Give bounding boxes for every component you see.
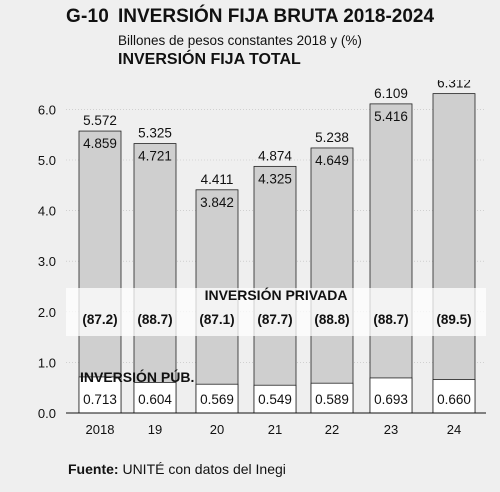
source-label: Fuente:: [68, 461, 119, 477]
chart-section-title: INVERSIÓN FIJA TOTAL: [118, 51, 301, 68]
bar-chart: INVERSIÓN PRIVADA 5.5724.859(87.2)0.7135…: [38, 80, 486, 437]
x-tick-label: 22: [325, 422, 339, 437]
x-tick-label: 19: [148, 422, 162, 437]
public-series-label: INVERSIÓN PÚB.: [80, 368, 194, 385]
x-tick-label: 2018: [86, 422, 115, 437]
total-value-label: 5.572: [83, 113, 117, 128]
axis-layer: 0.0 1.0 2.0 3.0 4.0 5.0 6.0 2018 19 20 21 22 23 24: [38, 102, 486, 437]
public-value-label: 0.660: [437, 392, 471, 407]
bar-public: [133, 382, 177, 414]
total-value-label: 5.238: [315, 130, 349, 145]
private-value-label: 4.325: [258, 171, 292, 186]
public-value-label: 0.693: [374, 392, 408, 407]
x-tick-label: 24: [447, 422, 461, 437]
y-tick-label: 5.0: [38, 153, 56, 168]
private-value-label: 3.842: [200, 195, 234, 210]
bar-total: [369, 103, 413, 414]
private-value-label: 5.416: [374, 109, 408, 124]
total-value-label: 4.874: [258, 148, 292, 163]
bar-total: [133, 143, 177, 414]
bar-public: [432, 379, 476, 414]
y-tick-label: 2.0: [38, 305, 56, 320]
total-value-label: 4.411: [201, 172, 234, 187]
source-text: UNITÉ con datos del Inegi: [122, 461, 286, 477]
private-share-label: (88.7): [137, 312, 172, 327]
chart-title: INVERSIÓN FIJA BRUTA 2018-2024: [118, 6, 435, 27]
bar-public: [369, 377, 413, 414]
private-share-label: (87.7): [257, 312, 292, 327]
public-value-label: 0.569: [200, 392, 234, 407]
private-value-label: 4.859: [83, 136, 117, 151]
private-value-label: 4.721: [138, 149, 172, 164]
y-tick-label: 1.0: [38, 355, 56, 370]
public-value-label: 0.604: [138, 392, 172, 407]
x-tick-label: 23: [384, 422, 398, 437]
bars-layer: [78, 93, 476, 414]
private-series-label: INVERSIÓN PRIVADA: [205, 286, 348, 303]
private-share-label: (89.5): [436, 312, 471, 327]
bar-public: [195, 383, 239, 414]
y-tick-label: 3.0: [38, 254, 56, 269]
source-note: Fuente: UNITÉ con datos del Inegi: [68, 461, 286, 477]
private-share-label: (88.8): [314, 312, 349, 327]
public-value-label: 0.589: [315, 392, 349, 407]
y-tick-label: 0.0: [38, 406, 56, 421]
y-tick-label: 4.0: [38, 204, 56, 219]
total-value-label: 5.325: [138, 126, 172, 141]
chart-subtitle: Billones de pesos constantes 2018 y (%): [118, 33, 362, 48]
public-value-label: 0.713: [83, 392, 117, 407]
chart-header: G-10 INVERSIÓN FIJA BRUTA 2018-2024 Bill…: [0, 0, 500, 80]
labels-layer: 5.572 4.859 (87.2) 0.713 5.325 4.721 (88.7) 0.6…: [82, 80, 471, 407]
bar-total: [78, 130, 122, 414]
total-value-label: 6.312: [437, 80, 471, 91]
x-tick-label: 20: [210, 422, 224, 437]
total-value-label: 6.109: [374, 86, 408, 101]
private-share-label: (88.7): [373, 312, 408, 327]
y-tick-label: 6.0: [38, 102, 56, 117]
public-value-label: 0.549: [258, 392, 292, 407]
private-share-band: [66, 288, 486, 336]
bar-total: [310, 147, 354, 414]
private-value-label: 4.649: [315, 153, 349, 168]
bar-public: [253, 384, 297, 414]
private-share-label: (87.1): [199, 312, 234, 327]
private-share-label: (87.2): [82, 312, 117, 327]
bar-total: [432, 93, 476, 414]
bar-public: [310, 382, 354, 414]
x-tick-label: 21: [268, 422, 282, 437]
chart-code: G-10: [66, 6, 110, 27]
